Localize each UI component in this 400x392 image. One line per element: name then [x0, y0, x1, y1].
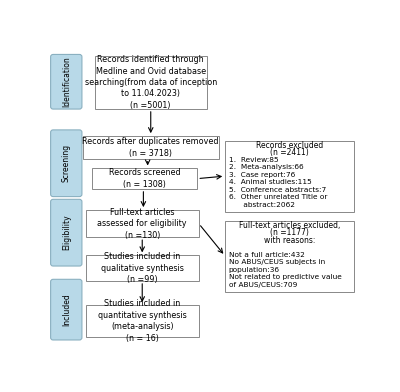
Text: Full-text articles excluded,: Full-text articles excluded, — [239, 221, 340, 230]
Text: Eligibility: Eligibility — [62, 215, 71, 250]
Text: 2.  Meta-analysis:66: 2. Meta-analysis:66 — [229, 165, 304, 171]
FancyBboxPatch shape — [86, 305, 199, 337]
Text: Records identified through
Medline and Ovid database
searching(from data of ince: Records identified through Medline and O… — [85, 55, 217, 110]
FancyBboxPatch shape — [51, 199, 82, 266]
Text: 6.  Other unrelated Title or: 6. Other unrelated Title or — [229, 194, 327, 200]
Text: 4.  Animal studies:115: 4. Animal studies:115 — [229, 180, 312, 185]
Text: Records after duplicates removed
(n = 3718): Records after duplicates removed (n = 37… — [82, 137, 219, 158]
Text: Full-text articles
assessed for eligibility
(n =130): Full-text articles assessed for eligibil… — [98, 208, 187, 240]
Text: (n =2411): (n =2411) — [270, 148, 309, 157]
Text: Records excluded: Records excluded — [256, 141, 323, 150]
Text: 5.  Conference abstracts:7: 5. Conference abstracts:7 — [229, 187, 326, 193]
Text: Screening: Screening — [62, 144, 71, 182]
Text: population:36: population:36 — [229, 267, 280, 273]
FancyBboxPatch shape — [92, 169, 197, 189]
FancyBboxPatch shape — [51, 279, 82, 340]
Text: Studies included in
quantitative synthesis
(meta-analysis)
(n = 16): Studies included in quantitative synthes… — [98, 299, 186, 343]
FancyBboxPatch shape — [86, 255, 199, 281]
Text: (n =1177): (n =1177) — [270, 228, 309, 237]
Text: Records screened
(n = 1308): Records screened (n = 1308) — [109, 169, 180, 189]
Text: 3.  Case report:76: 3. Case report:76 — [229, 172, 295, 178]
Text: of ABUS/CEUS:709: of ABUS/CEUS:709 — [229, 282, 297, 288]
Text: Not a full article:432: Not a full article:432 — [229, 252, 305, 258]
Text: Not related to predictive value: Not related to predictive value — [229, 274, 342, 280]
Text: abstract:2062: abstract:2062 — [229, 202, 295, 208]
FancyBboxPatch shape — [86, 210, 199, 237]
FancyBboxPatch shape — [51, 54, 82, 109]
FancyBboxPatch shape — [225, 221, 354, 292]
FancyBboxPatch shape — [225, 141, 354, 212]
FancyBboxPatch shape — [51, 130, 82, 197]
Text: with reasons:: with reasons: — [264, 236, 315, 245]
Text: Included: Included — [62, 293, 71, 326]
Text: No ABUS/CEUS subjects in: No ABUS/CEUS subjects in — [229, 260, 325, 265]
Text: Studies included in
qualitative synthesis
(n =99): Studies included in qualitative synthesi… — [101, 252, 184, 284]
FancyBboxPatch shape — [82, 136, 219, 159]
Text: Identification: Identification — [62, 56, 71, 107]
FancyBboxPatch shape — [95, 56, 206, 109]
Text: 1.  Review:85: 1. Review:85 — [229, 157, 278, 163]
